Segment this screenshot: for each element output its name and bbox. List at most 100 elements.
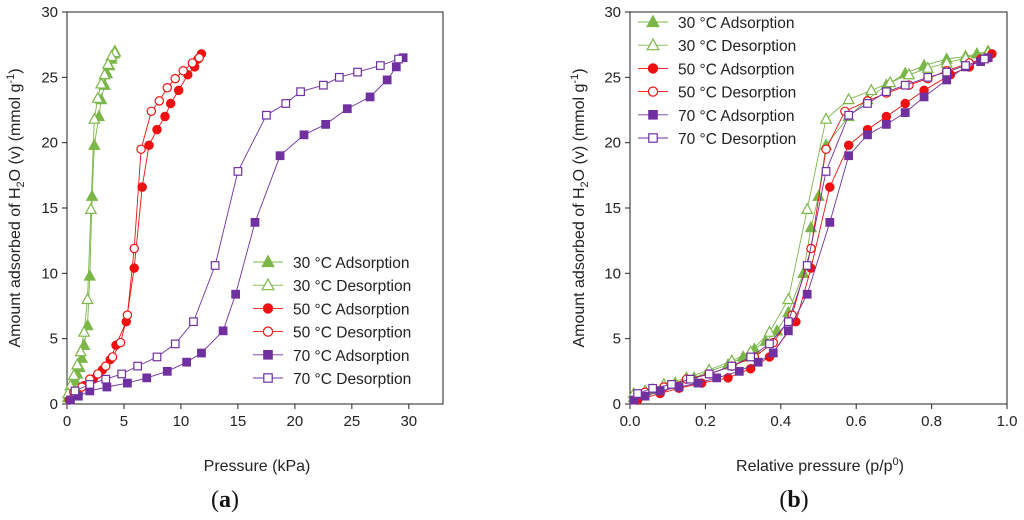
chart-b-data-point xyxy=(783,326,793,336)
chart-a-x-tick-label: 30 xyxy=(400,413,417,430)
chart-b-data-point xyxy=(712,373,722,383)
chart-a-data-point xyxy=(122,310,133,320)
chart-a-data-point xyxy=(100,361,111,371)
chart-b-legend-item: 70 °C Desorption xyxy=(638,131,796,148)
chart-b-data-point xyxy=(693,378,703,388)
chart-a-data-point xyxy=(299,130,309,140)
chart-a: 0 5 10 15 20 25 30 0 5 10 15 20 25 30 30 °C Adsorptio… xyxy=(5,4,444,513)
chart-b-data-point xyxy=(704,369,714,379)
chart-a-data-point xyxy=(382,75,392,85)
chart-b-data-point xyxy=(800,202,814,214)
chart-a-legend-label: 70 °C Adsorption xyxy=(293,348,410,365)
chart-a-data-point xyxy=(394,54,403,64)
chart-a-data-point xyxy=(189,317,198,327)
chart-a-data-point xyxy=(107,352,118,362)
chart-b-series-5 xyxy=(633,54,989,398)
chart-b-data-point xyxy=(863,130,872,140)
chart-a-data-point xyxy=(160,111,170,122)
chart-a-data-point xyxy=(105,49,118,62)
chart-a-data-point xyxy=(296,87,305,97)
chart-b-data-point xyxy=(881,111,892,122)
chart-b-data-point xyxy=(865,83,878,96)
chart-a-data-point xyxy=(178,66,188,76)
chart-b-data-point xyxy=(900,108,910,117)
chart-b-y-tick-label: 25 xyxy=(604,69,621,86)
chart-b-y-tick-label: 30 xyxy=(604,4,621,21)
chart-a-legend-label: 30 °C Desorption xyxy=(293,278,411,295)
chart-b-data-point xyxy=(819,112,833,124)
chart-a-data-point xyxy=(318,80,328,90)
chart-a-data-point xyxy=(133,361,143,371)
chart-b-data-point xyxy=(900,80,910,90)
chart-a-legend-marker xyxy=(262,326,274,337)
chart-b-x-label-part: Relative pressure (p/p xyxy=(736,458,893,475)
chart-a-legend-label: 30 °C Adsorption xyxy=(293,255,410,272)
chart-a-series-line xyxy=(67,51,116,398)
chart-a-data-point xyxy=(250,217,260,227)
chart-a-data-point xyxy=(375,61,385,70)
chart-a-data-point xyxy=(231,289,241,299)
chart-b-data-point xyxy=(655,386,665,396)
chart-b-x-label-sup: 0 xyxy=(893,456,899,468)
chart-b-y-tick-label: 10 xyxy=(604,265,621,282)
chart-b-data-point xyxy=(863,99,872,108)
chart-a-data-point xyxy=(98,67,111,80)
chart-a-data-point xyxy=(321,119,331,129)
chart-b-legend-marker xyxy=(647,86,659,97)
chart-a-data-point xyxy=(170,73,180,84)
chart-a-data-point xyxy=(115,337,126,348)
chart-a-data-point xyxy=(70,386,80,396)
chart-a-x-tick-label: 0 xyxy=(63,413,71,430)
chart-b-legend-label: 50 °C Adsorption xyxy=(678,61,795,78)
chart-a-data-point xyxy=(81,292,94,305)
chart-a-data-point xyxy=(162,366,172,376)
chart-b-x-tick-label: 0.0 xyxy=(620,413,641,430)
chart-b-legend-label: 30 °C Adsorption xyxy=(678,15,795,32)
chart-a-y-axis-label: Amount adsorbed of H2O (v) (mmol g-1) xyxy=(5,68,27,347)
chart-b-panel-label: (b) xyxy=(779,487,808,513)
chart-b-y-label-part: O (v) (mmol g xyxy=(571,84,588,182)
chart-b-data-point xyxy=(921,61,935,73)
chart-b-data-point xyxy=(821,167,831,176)
chart-b-legend-item: 50 °C Adsorption xyxy=(638,61,795,78)
chart-b-legend-item: 50 °C Desorption xyxy=(638,85,796,102)
chart-b-legend-marker xyxy=(646,37,660,51)
chart-a-data-point xyxy=(88,112,101,124)
chart-b-y-axis-label: Amount adsorbed of H2O (v) (mmol g-1) xyxy=(569,68,591,347)
chart-b-y-label-part: ) xyxy=(571,68,588,73)
chart-a-series-0 xyxy=(61,44,122,403)
chart-b-data-point xyxy=(881,87,891,97)
chart-b-data-point xyxy=(821,144,831,154)
chart-a-data-point xyxy=(233,167,243,176)
chart-a-data-point xyxy=(353,67,362,77)
chart-a-data-point xyxy=(101,57,115,69)
chart-a-legend-marker xyxy=(261,254,275,268)
chart-b-data-point xyxy=(979,54,989,64)
chart-a-y-label-sub: 2 xyxy=(15,181,27,187)
chart-a-y-label-part: Amount adsorbed of H xyxy=(7,187,24,347)
chart-a-data-point xyxy=(275,151,285,161)
chart-a-legend-item: 50 °C Desorption xyxy=(253,325,411,342)
chart-a-data-point xyxy=(154,96,165,106)
chart-a-y-tick-label: 5 xyxy=(50,331,58,348)
chart-a-data-point xyxy=(83,269,97,281)
chart-b-y-label-part: Amount adsorbed of H xyxy=(571,187,588,347)
chart-a-legend-marker xyxy=(262,303,274,314)
chart-b-data-point xyxy=(961,61,970,70)
chart-b-legend-item: 30 °C Desorption xyxy=(638,37,796,55)
chart-b-legend-marker xyxy=(647,63,659,74)
chart-a-data-point xyxy=(77,325,91,337)
chart-a-y-label-part: ) xyxy=(7,68,24,73)
chart-b-data-point xyxy=(844,110,854,120)
chart-a-data-point xyxy=(123,378,132,388)
chart-b-data-point xyxy=(685,374,695,384)
chart-b-legend-item: 30 °C Adsorption xyxy=(638,14,795,32)
chart-a-data-point xyxy=(74,344,87,357)
chart-a-data-point xyxy=(66,395,75,405)
chart-b-data-point xyxy=(765,339,774,349)
chart-b-data-point xyxy=(763,325,776,337)
chart-a-data-point xyxy=(146,106,157,117)
chart-b-data-point xyxy=(674,382,684,392)
chart-a-data-point xyxy=(152,352,162,362)
chart-b-legend-marker xyxy=(646,14,660,28)
